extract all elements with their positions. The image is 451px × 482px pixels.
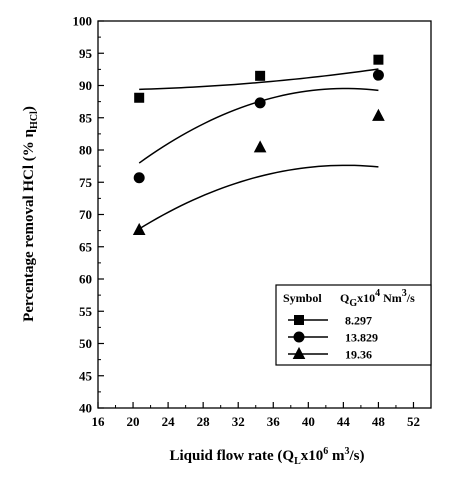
y-tick-label: 85 [79,110,93,125]
y-tick-label: 65 [79,239,93,254]
data-points [132,54,385,235]
legend-header-symbol: Symbol [283,291,322,305]
y-axis-title: Percentage removal HCl (% ηHCl) [21,106,40,322]
y-tick-label: 75 [79,175,93,190]
x-tick-label: 36 [267,414,281,429]
data-point-square [134,92,145,103]
data-point-circle [254,97,266,109]
y-axis-ticks: 40 45 50 55 60 65 70 75 80 85 90 95 100 [73,14,104,416]
data-point-circle [133,172,145,184]
legend: Symbol QGx104 Nm3/s 8.297 13.829 19.36 [275,284,432,366]
y-tick-label: 60 [79,272,92,287]
data-point-triangle [372,108,385,121]
legend-marker-circle [293,331,305,343]
y-tick-label: 90 [79,78,92,93]
x-tick-label: 16 [92,414,106,429]
data-point-circle [372,69,384,81]
x-tick-label: 48 [372,414,386,429]
x-tick-label: 44 [337,414,351,429]
fit-curve-square [139,68,379,91]
y-tick-label: 70 [79,207,92,222]
data-point-square [255,70,266,81]
y-tick-label: 55 [79,304,93,319]
y-tick-label: 40 [79,401,92,416]
y-tick-label: 80 [79,143,92,158]
data-point-square [373,54,384,65]
legend-header-flow: QGx104 Nm3/s [340,288,415,309]
data-point-triangle [132,222,146,235]
legend-label: 19.36 [345,348,372,362]
y-tick-label: 50 [79,336,92,351]
legend-marker-square [294,315,304,325]
x-axis-title: Liquid flow rate (QLx106 m3/s) [169,446,364,467]
y-tick-label: 100 [73,14,93,29]
data-point-triangle [253,140,267,153]
x-tick-label: 28 [197,414,211,429]
x-tick-label: 40 [302,414,315,429]
x-tick-label: 52 [407,414,420,429]
legend-marker-triangle [292,346,306,359]
legend-label: 13.829 [345,331,378,345]
legend-label: 8.297 [345,314,372,328]
x-tick-label: 20 [127,414,140,429]
x-axis-ticks: 16 20 24 28 32 36 40 44 48 52 [92,402,420,429]
y-tick-label: 95 [79,46,93,61]
x-tick-label: 24 [162,414,176,429]
y-tick-label: 45 [79,368,93,383]
x-tick-label: 32 [232,414,245,429]
fit-curve-triangle [138,164,379,230]
